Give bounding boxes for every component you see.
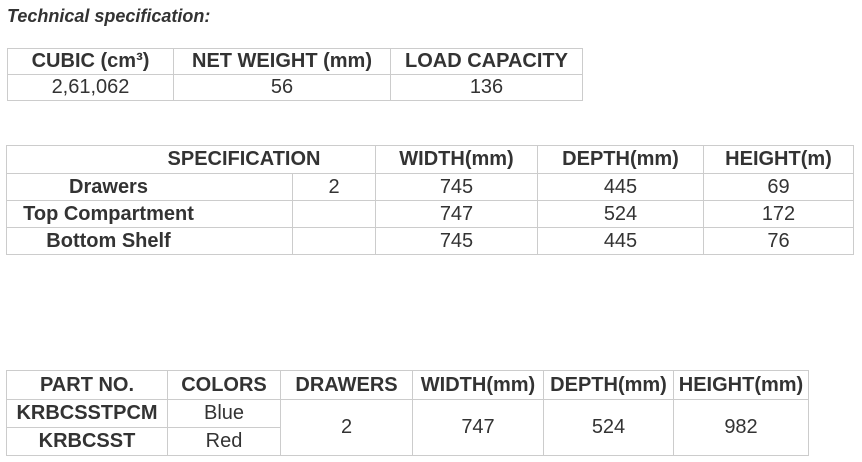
parts-part-no: KRBCSST xyxy=(6,427,168,456)
parts-color: Red xyxy=(167,427,281,456)
dimensions-header-width: WIDTH(mm) xyxy=(375,145,538,174)
parts-shared-drawers: 2 xyxy=(280,399,413,456)
dimensions-header-row: SPECIFICATION WIDTH(mm) DEPTH(mm) HEIGHT… xyxy=(6,145,854,174)
dimensions-header-specification: SPECIFICATION xyxy=(6,145,376,174)
dimensions-height: 172 xyxy=(703,200,854,228)
parts-row-krbcsstpcm: KRBCSSTPCM Blue 2 747 524 982 xyxy=(6,399,809,456)
summary-header-load-capacity: LOAD CAPACITY xyxy=(390,48,583,75)
parts-header-width: WIDTH(mm) xyxy=(412,370,544,400)
parts-header-drawers: DRAWERS xyxy=(280,370,413,400)
summary-value-cubic: 2,61,062 xyxy=(7,74,174,101)
parts-header-part-no: PART NO. xyxy=(6,370,168,400)
summary-table: CUBIC (cm³) NET WEIGHT (mm) LOAD CAPACIT… xyxy=(7,48,583,101)
dimensions-row-drawers: Drawers 2 745 445 69 xyxy=(6,173,854,201)
summary-value-row: 2,61,062 56 136 xyxy=(7,74,583,101)
dimensions-row-bottom-shelf: Bottom Shelf 745 445 76 xyxy=(6,227,854,255)
dimensions-table: SPECIFICATION WIDTH(mm) DEPTH(mm) HEIGHT… xyxy=(6,145,854,255)
dimensions-depth: 445 xyxy=(537,173,704,201)
summary-value-load-capacity: 136 xyxy=(390,74,583,101)
parts-header-height: HEIGHT(mm) xyxy=(673,370,809,400)
dimensions-height: 76 xyxy=(703,227,854,255)
dimensions-width: 745 xyxy=(375,227,538,255)
parts-header-row: PART NO. COLORS DRAWERS WIDTH(mm) DEPTH(… xyxy=(6,370,809,400)
summary-header-net-weight: NET WEIGHT (mm) xyxy=(173,48,391,75)
summary-header-cubic: CUBIC (cm³) xyxy=(7,48,174,75)
parts-color: Blue xyxy=(167,399,281,428)
parts-table: PART NO. COLORS DRAWERS WIDTH(mm) DEPTH(… xyxy=(6,370,809,456)
section-title: Technical specification: xyxy=(7,6,211,26)
parts-shared-depth: 524 xyxy=(543,399,674,456)
dimensions-depth: 524 xyxy=(537,200,704,228)
summary-value-net-weight: 56 xyxy=(173,74,391,101)
dimensions-height: 69 xyxy=(703,173,854,201)
parts-part-no: KRBCSSTPCM xyxy=(6,399,168,428)
parts-shared-width: 747 xyxy=(412,399,544,456)
parts-header-depth: DEPTH(mm) xyxy=(543,370,674,400)
parts-shared-height: 982 xyxy=(673,399,809,456)
dimensions-qty xyxy=(292,227,376,255)
dimensions-header-height: HEIGHT(m) xyxy=(703,145,854,174)
dimensions-qty: 2 xyxy=(292,173,376,201)
parts-row-krbcsst: KRBCSST Red xyxy=(6,427,809,456)
dimensions-qty xyxy=(292,200,376,228)
dimensions-width: 747 xyxy=(375,200,538,228)
dimensions-row-top-compartment: Top Compartment 747 524 172 xyxy=(6,200,854,228)
dimensions-header-depth: DEPTH(mm) xyxy=(537,145,704,174)
dimensions-label: Bottom Shelf xyxy=(6,227,293,255)
dimensions-label: Drawers xyxy=(6,173,293,201)
parts-header-colors: COLORS xyxy=(167,370,281,400)
dimensions-label: Top Compartment xyxy=(6,200,293,228)
dimensions-width: 745 xyxy=(375,173,538,201)
summary-header-row: CUBIC (cm³) NET WEIGHT (mm) LOAD CAPACIT… xyxy=(7,48,583,75)
dimensions-depth: 445 xyxy=(537,227,704,255)
